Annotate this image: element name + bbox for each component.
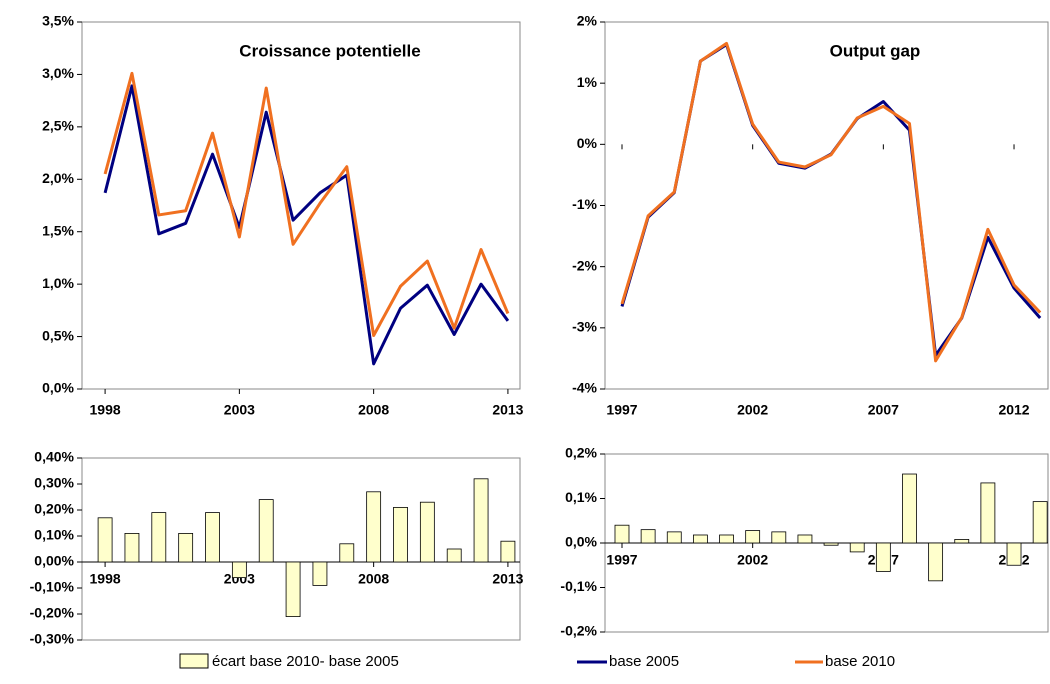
bar — [875, 542, 891, 572]
y-tick-label: -3% — [572, 319, 597, 335]
line — [103, 84, 510, 366]
bar — [419, 501, 435, 563]
y-tick-label: 1,5% — [42, 222, 74, 238]
bar — [823, 542, 839, 546]
bar — [1006, 542, 1022, 566]
plot-area — [81, 457, 521, 641]
x-tick-label: 1998 — [90, 571, 121, 587]
plot-area — [604, 21, 1049, 390]
y-tick-label: 0% — [577, 135, 598, 151]
bar — [902, 473, 917, 544]
y-tick-label: 0,0% — [42, 380, 74, 396]
y-tick-label: 0,00% — [34, 553, 74, 569]
y-tick-label: -0,20% — [30, 605, 75, 621]
y-tick-label: -1% — [572, 196, 597, 212]
chart-title: Croissance potentielle — [239, 41, 420, 60]
bar — [124, 533, 140, 563]
bar — [446, 548, 462, 563]
x-tick-label: 2002 — [737, 402, 768, 418]
x-tick-label: 2007 — [868, 402, 899, 418]
legend-swatch — [179, 653, 209, 669]
y-tick-label: 0,1% — [565, 489, 597, 505]
y-tick-label: 1% — [577, 74, 598, 90]
bar — [205, 512, 220, 563]
bar — [97, 517, 113, 563]
bar — [339, 543, 355, 563]
y-tick-label: 0,2% — [565, 445, 597, 461]
y-tick-label: 0,30% — [34, 475, 74, 491]
bar — [1032, 501, 1048, 544]
bar — [473, 478, 489, 563]
bar — [151, 512, 167, 563]
y-tick-label: 2,5% — [42, 118, 74, 134]
x-tick-label: 1997 — [606, 552, 637, 568]
x-tick-label: 2003 — [224, 402, 255, 418]
bar — [258, 499, 274, 563]
y-tick-label: 0,10% — [34, 527, 74, 543]
bar — [231, 561, 247, 579]
x-tick-label: 2013 — [492, 402, 523, 418]
y-tick-label: -0,30% — [30, 631, 75, 647]
y-tick-label: 0,40% — [34, 449, 74, 465]
y-tick-label: 1,0% — [42, 275, 74, 291]
bar — [393, 506, 408, 563]
bar — [980, 482, 996, 544]
y-tick-label: 0,5% — [42, 327, 74, 343]
y-tick-label: -0,1% — [560, 578, 597, 594]
bar — [366, 491, 382, 563]
bar — [954, 539, 970, 544]
y-tick-label: 3,5% — [42, 13, 74, 29]
bar — [719, 534, 734, 544]
bar — [640, 529, 656, 544]
line — [620, 41, 1042, 363]
y-tick-label: -4% — [572, 380, 597, 396]
legend-label: base 2010 — [825, 653, 895, 670]
y-tick-label: -0,2% — [560, 623, 597, 639]
bar — [614, 524, 630, 544]
y-tick-label: 3,0% — [42, 65, 74, 81]
chart-title: Output gap — [830, 41, 921, 60]
legend-label: écart base 2010- base 2005 — [212, 653, 399, 670]
x-tick-label: 2008 — [358, 571, 389, 587]
x-tick-label: 2013 — [492, 571, 523, 587]
plot-area — [81, 21, 521, 390]
line — [620, 43, 1042, 357]
bar — [797, 534, 813, 544]
bar — [928, 542, 944, 582]
legend: écart base 2010- base 2005 base 2005 bas… — [179, 653, 895, 670]
bar — [500, 540, 516, 563]
y-tick-label: -0,10% — [30, 579, 75, 595]
bar — [771, 531, 787, 544]
x-tick-label: 2003 — [224, 571, 255, 587]
y-tick-label: 2% — [577, 13, 598, 29]
legend-label: base 2005 — [609, 653, 679, 670]
x-tick-label: 1997 — [606, 402, 637, 418]
x-tick-label: 2008 — [358, 402, 389, 418]
bar — [849, 542, 865, 553]
y-tick-label: -2% — [572, 257, 597, 273]
bar — [178, 533, 194, 563]
y-tick-label: 0,20% — [34, 501, 74, 517]
bar — [692, 534, 708, 544]
x-tick-label: 1998 — [90, 402, 121, 418]
bar — [745, 530, 761, 544]
bar — [285, 561, 301, 617]
bar — [312, 561, 328, 586]
x-tick-label: 2002 — [737, 552, 768, 568]
x-tick-label: 2012 — [998, 402, 1029, 418]
line — [103, 71, 510, 338]
y-tick-label: 0,0% — [565, 534, 597, 550]
y-tick-label: 2,0% — [42, 170, 74, 186]
bar — [666, 531, 682, 544]
